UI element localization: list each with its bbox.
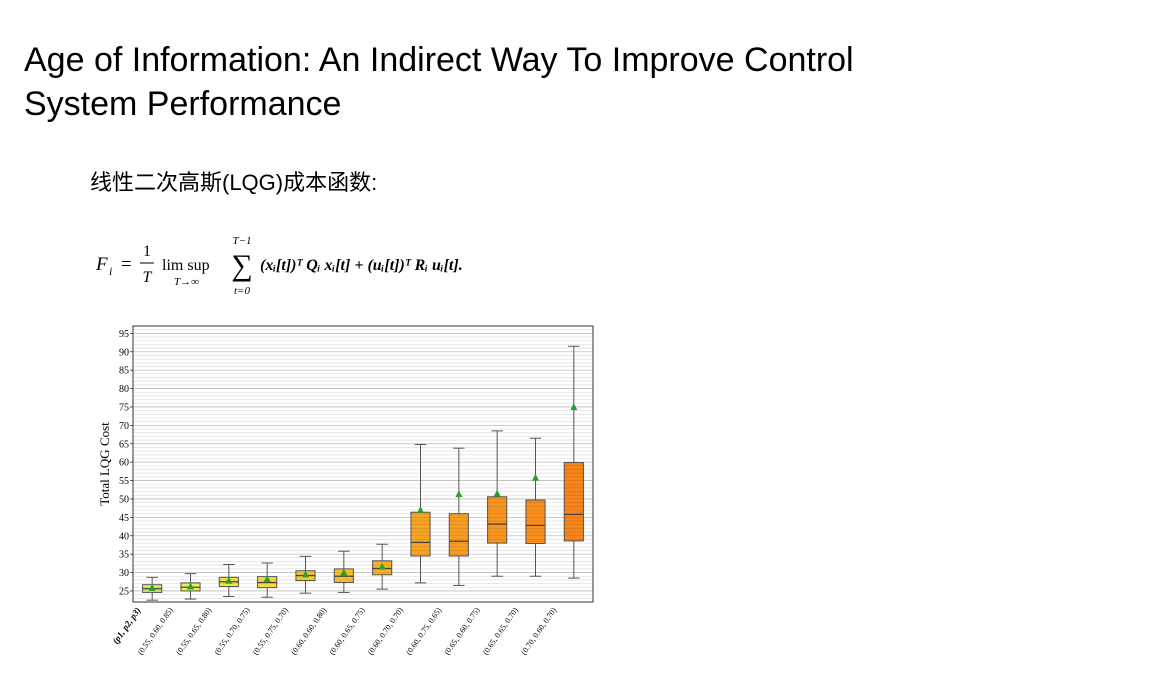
y-tick-label: 30 bbox=[119, 568, 129, 579]
box-group bbox=[295, 555, 316, 594]
slide-title-line2: System Performance bbox=[24, 85, 342, 123]
box-iqr bbox=[563, 462, 584, 542]
y-tick-label: 55 bbox=[119, 476, 129, 487]
y-tick-label: 40 bbox=[119, 531, 129, 542]
formula-frac-den: T bbox=[143, 269, 153, 286]
y-tick-label: 45 bbox=[119, 513, 129, 524]
box-mean-marker bbox=[493, 489, 501, 497]
ytick-layer: 25 30 35 40 45 50 55 60 65 70 75 80 85 90 95 bbox=[119, 329, 133, 597]
box-mean-marker bbox=[532, 473, 539, 481]
lqg-boxplot-chart: 25 30 35 40 45 50 55 60 65 70 75 80 85 90 95 Total LQG… bbox=[95, 322, 605, 667]
x-tick-label: (0.60, 0.60, 0.80) bbox=[289, 606, 328, 657]
formula-sum-symbol: ∑ bbox=[231, 249, 252, 282]
box-iqr bbox=[487, 496, 508, 544]
box-mean-marker bbox=[148, 584, 156, 592]
box-group bbox=[372, 543, 393, 590]
y-tick-label: 85 bbox=[119, 366, 129, 377]
x-tick-label: (0.70, 0.60, 0.70) bbox=[519, 606, 558, 657]
slide-title-line1: Age of Information: An Indirect Way To I… bbox=[24, 41, 854, 79]
box-iqr bbox=[410, 511, 431, 557]
box-group bbox=[180, 573, 201, 600]
x-tick-label: (0.60, 0.75, 0.65) bbox=[404, 606, 443, 657]
box-layer bbox=[142, 345, 584, 601]
formula-sum-bottom: t=0 bbox=[234, 285, 250, 297]
slide-title: Age of Information: An Indirect Way To I… bbox=[24, 38, 1024, 126]
formula-svg: F i = 1 T lim sup T→∞ T−1 ∑ t=0 (xᵢ[t])ᵀ… bbox=[95, 235, 463, 297]
box-group bbox=[410, 443, 431, 584]
box-group bbox=[142, 576, 163, 601]
formula-limsup-sub: T→∞ bbox=[174, 276, 199, 288]
box-mean-marker bbox=[302, 570, 309, 578]
box-group bbox=[487, 430, 508, 577]
box-group bbox=[563, 345, 584, 579]
y-tick-label: 65 bbox=[119, 439, 129, 450]
lqg-cost-formula: F i = 1 T lim sup T→∞ T−1 ∑ t=0 (xᵢ[t])ᵀ… bbox=[92, 228, 612, 298]
box-group bbox=[448, 447, 469, 586]
y-tick-label: 75 bbox=[119, 402, 129, 413]
x-tick-label: (0.60, 0.70, 0.70) bbox=[366, 606, 405, 657]
y-tick-label: 50 bbox=[119, 494, 129, 505]
x-axis-label: (p1, p2, p3) bbox=[110, 605, 142, 645]
formula-sum-top: T−1 bbox=[232, 235, 251, 247]
y-axis-label: Total LQG Cost bbox=[97, 422, 112, 506]
box-group bbox=[525, 437, 546, 577]
formula-body: (xᵢ[t])ᵀ Qᵢ xᵢ[t] + (uᵢ[t])ᵀ Rᵢ uᵢ[t]. bbox=[260, 257, 463, 274]
formula-limsup: lim sup bbox=[162, 257, 210, 274]
box-mean-marker bbox=[570, 402, 578, 410]
y-tick-label: 90 bbox=[119, 347, 129, 358]
y-tick-label: 95 bbox=[119, 329, 129, 340]
subtitle: 线性二次高斯(LQG)成本函数: bbox=[90, 170, 378, 195]
x-tick-label: (0.55, 0.60, 0.85) bbox=[136, 606, 175, 657]
formula-eq: = bbox=[121, 254, 132, 275]
box-mean-marker bbox=[225, 576, 233, 584]
box-mean-marker bbox=[417, 506, 424, 513]
box-mean-marker bbox=[340, 568, 348, 576]
box-group bbox=[257, 562, 278, 598]
formula-lhs-sub: i bbox=[109, 264, 112, 278]
x-tick-label: (0.55, 0.65, 0.80) bbox=[174, 606, 213, 657]
boxplot-svg: 25 30 35 40 45 50 55 60 65 70 75 80 85 90 95 Total LQG… bbox=[97, 325, 594, 656]
y-tick-label: 25 bbox=[119, 586, 129, 597]
box-group bbox=[218, 563, 239, 597]
box-iqr bbox=[448, 513, 469, 557]
x-tick-label: (0.65, 0.65, 0.70) bbox=[481, 606, 520, 657]
x-tick-label: (0.65, 0.60, 0.75) bbox=[443, 606, 482, 657]
plot-frame bbox=[132, 325, 594, 603]
x-tick-label: (0.60, 0.65, 0.75) bbox=[328, 606, 367, 657]
formula-lhs: F bbox=[95, 254, 108, 275]
formula-frac-num: 1 bbox=[143, 243, 151, 260]
box-iqr bbox=[525, 499, 546, 544]
plot-background bbox=[133, 326, 593, 602]
y-tick-label: 80 bbox=[119, 384, 129, 395]
x-tick-label: (0.55, 0.70, 0.75) bbox=[213, 606, 252, 657]
box-mean-marker bbox=[455, 490, 463, 498]
x-tick-label: (0.55, 0.75, 0.70) bbox=[251, 606, 290, 657]
box-mean-marker bbox=[263, 575, 271, 583]
y-tick-label: 35 bbox=[119, 550, 129, 561]
box-mean-marker bbox=[378, 562, 386, 570]
box-mean-marker bbox=[187, 582, 194, 590]
grid-layer bbox=[133, 325, 593, 603]
box-group bbox=[333, 550, 354, 593]
xtick-layer: (p1, p2, p3)(0.55, 0.60, 0.85) (0.55, 0.6… bbox=[110, 605, 558, 656]
y-tick-label: 70 bbox=[119, 421, 129, 432]
y-tick-label: 60 bbox=[119, 458, 129, 469]
